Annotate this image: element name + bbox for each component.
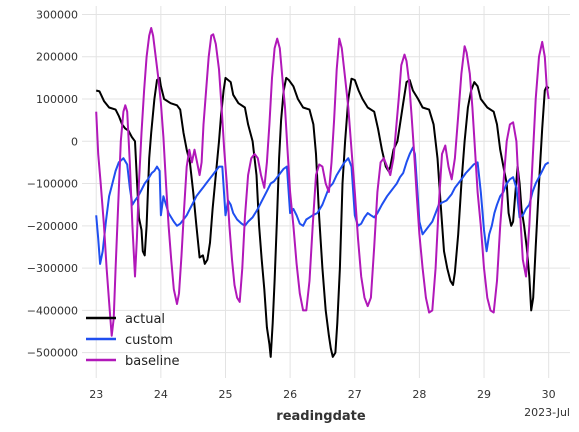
x-axis-offset-label: 2023-Jul xyxy=(524,406,570,419)
series-line-baseline xyxy=(95,27,550,337)
legend-label-custom: custom xyxy=(125,333,173,348)
x-tick-label: 29 xyxy=(477,388,491,401)
x-tick-label: 23 xyxy=(89,388,103,401)
x-tick-label: 27 xyxy=(348,388,362,401)
y-axis: −500000 −400000 −300000 −200000 −100000 0 1000… xyxy=(27,8,78,359)
y-tick-label: 0 xyxy=(71,135,78,148)
y-tick-label: 200000 xyxy=(36,51,78,64)
y-tick-label: −500000 xyxy=(27,347,78,360)
y-tick-label: −300000 xyxy=(27,262,78,275)
y-tick-label: 300000 xyxy=(36,8,78,21)
series-layer xyxy=(95,27,550,358)
series-line-custom xyxy=(95,146,550,265)
x-axis-title: readingdate xyxy=(276,409,366,424)
x-axis: 23 24 25 26 27 28 29 30 xyxy=(89,388,555,401)
series-line-actual xyxy=(95,76,550,358)
x-tick-label: 28 xyxy=(412,388,426,401)
legend-label-baseline: baseline xyxy=(125,354,179,369)
x-tick-label: 26 xyxy=(283,388,297,401)
x-tick-label: 24 xyxy=(154,388,168,401)
legend: actual custom baseline xyxy=(86,312,179,369)
y-tick-label: −400000 xyxy=(27,304,78,317)
x-tick-label: 25 xyxy=(218,388,232,401)
x-tick-label: 30 xyxy=(542,388,556,401)
legend-label-actual: actual xyxy=(125,312,165,327)
y-tick-label: 100000 xyxy=(36,93,78,106)
y-tick-label: −200000 xyxy=(27,220,78,233)
y-tick-label: −100000 xyxy=(27,178,78,191)
